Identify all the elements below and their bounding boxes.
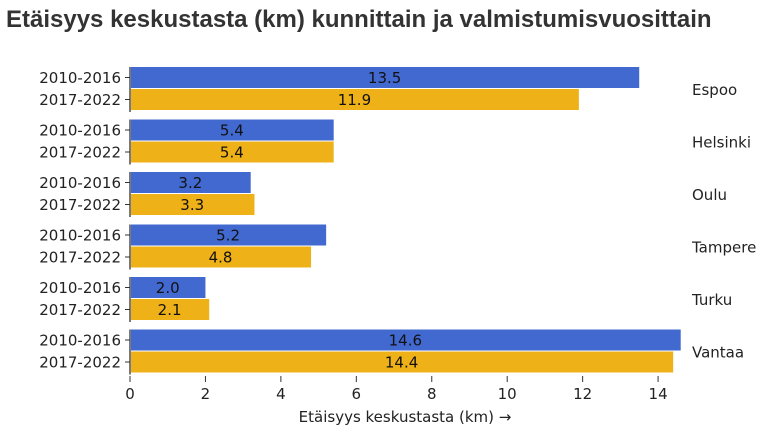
bar-oulu-2017-2022 (131, 194, 255, 215)
data-label: 11.9 (338, 91, 371, 109)
bar-turku-2017-2022 (131, 299, 210, 320)
bar-espoo-2017-2022 (131, 89, 579, 110)
data-label: 2.1 (158, 301, 182, 319)
data-label: 3.2 (178, 174, 202, 192)
y-tick-label: 2017-2022 (39, 91, 121, 109)
bar-oulu-2010-2016 (131, 172, 251, 193)
chart-title: Etäisyys keskustasta (km) kunnittain ja … (6, 6, 712, 33)
x-tick-label: 4 (276, 385, 286, 403)
data-label: 13.5 (368, 69, 401, 87)
data-label: 2.0 (156, 279, 180, 297)
y-tick-label: 2010-2016 (39, 279, 121, 297)
x-tick-label: 10 (498, 385, 517, 403)
data-label: 3.3 (180, 196, 204, 214)
bar-vantaa-2010-2016 (131, 329, 681, 351)
facet-label-vantaa: Vantaa (692, 344, 744, 362)
data-label: 14.6 (389, 332, 422, 350)
bar-tampere-2017-2022 (131, 246, 312, 268)
x-tick-label: 14 (649, 385, 668, 403)
facet-label-tampere: Tampere (691, 239, 756, 257)
data-label: 5.2 (216, 227, 240, 245)
bar-vantaa-2017-2022 (131, 351, 674, 373)
y-tick-label: 2010-2016 (39, 227, 121, 245)
y-tick-label: 2017-2022 (39, 354, 121, 372)
y-tick-label: 2010-2016 (39, 122, 121, 140)
x-tick-label: 2 (201, 385, 211, 403)
y-tick-label: 2017-2022 (39, 249, 121, 267)
x-tick-label: 12 (573, 385, 592, 403)
y-tick-label: 2010-2016 (39, 332, 121, 350)
y-tick-label: 2017-2022 (39, 196, 121, 214)
facet-label-turku: Turku (691, 291, 732, 309)
bar-tampere-2010-2016 (131, 224, 327, 246)
plot-area: 2010-2016 13.5 2017-2022 11.9 Espoo 2010-2016… (39, 67, 756, 403)
bar-espoo-2010-2016 (131, 67, 640, 88)
x-tick-label: 6 (352, 385, 362, 403)
facet-label-oulu: Oulu (692, 186, 727, 204)
y-tick-label: 2010-2016 (39, 174, 121, 192)
bar-helsinki-2010-2016 (131, 119, 334, 141)
x-tick-label: 8 (427, 385, 437, 403)
y-tick-label: 2010-2016 (39, 69, 121, 87)
data-label: 4.8 (209, 249, 233, 267)
facet-label-espoo: Espoo (692, 81, 737, 99)
bar-turku-2010-2016 (131, 277, 206, 298)
x-tick-label: 0 (125, 385, 135, 403)
y-tick-label: 2017-2022 (39, 301, 121, 319)
data-label: 5.4 (220, 144, 244, 162)
bar-helsinki-2017-2022 (131, 141, 334, 163)
facet-label-helsinki: Helsinki (692, 134, 751, 152)
data-label: 14.4 (385, 354, 418, 372)
y-tick-label: 2017-2022 (39, 144, 121, 162)
data-label: 5.4 (220, 122, 244, 140)
x-axis-label: Etäisyys keskustasta (km) → (299, 408, 512, 426)
